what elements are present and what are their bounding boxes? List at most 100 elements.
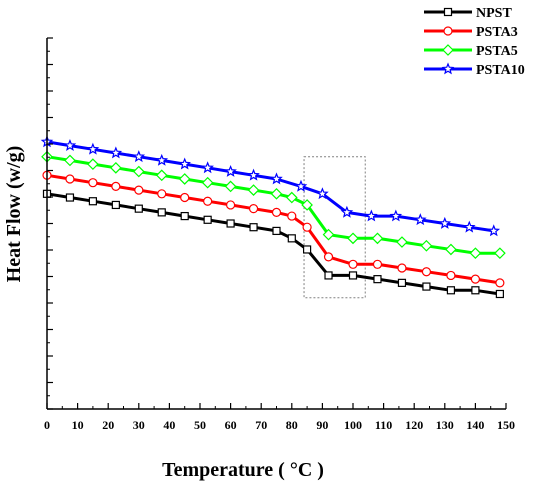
x-tick-label: 60 [225,418,237,432]
data-point [86,142,100,155]
x-tick-label: 130 [436,418,454,432]
x-tick-label: 120 [405,418,423,432]
data-point [348,271,358,280]
data-point [201,176,214,189]
data-point [87,158,99,170]
data-point [371,232,384,245]
data-point [248,204,259,214]
data-point [389,209,403,222]
data-point [111,181,121,191]
data-point [422,282,431,291]
data-point [63,138,77,151]
data-point [134,204,143,213]
legend-marker [441,62,455,75]
y-axis-title: Heat Flow (w/g) [3,146,25,283]
data-point [285,191,298,204]
data-point [65,193,75,202]
x-tick-label: 140 [466,418,484,432]
data-point [247,184,260,196]
legend-item: PSTA10 [424,62,525,78]
x-tick-label: 50 [194,418,206,432]
data-point [178,157,191,170]
legend-item: PSTA3 [424,25,518,40]
data-point [247,168,260,181]
data-point [494,247,506,260]
data-point [469,247,482,260]
data-point [470,274,480,284]
data-point [446,270,456,281]
data-point [340,205,354,218]
data-point [132,165,145,178]
x-tick-label: 70 [255,418,267,432]
legend-item: NPST [424,6,512,21]
data-point [270,187,283,200]
x-tick-label: 10 [72,418,84,432]
data-point [397,278,407,287]
legend-label: NPST [476,6,512,21]
data-point [109,146,123,159]
data-point [132,150,146,163]
data-point [487,224,501,237]
legend-marker [443,26,453,36]
legend-label: PSTA5 [476,44,518,59]
data-point [294,179,308,192]
data-point [287,211,297,221]
data-point [287,234,296,243]
data-point [155,153,169,166]
x-tick-label: 30 [133,418,145,432]
data-point [178,173,191,185]
data-point [270,172,283,185]
x-tick-label: 100 [344,418,362,432]
y-axis-ticks [47,37,53,410]
data-point [372,259,383,269]
x-tick-label: 0 [44,418,50,432]
plot-area [40,135,506,299]
legend-item: PSTA5 [424,44,518,59]
data-point [249,223,258,232]
x-tick-label: 90 [316,418,328,432]
x-tick-label: 110 [375,418,392,432]
data-point [420,239,433,252]
x-tick-label: 150 [497,418,515,432]
data-point [347,232,359,245]
data-point [348,259,358,269]
data-point [495,278,505,288]
data-point [88,197,98,206]
series-psta5 [41,150,506,260]
data-point [110,162,122,174]
series-psta10 [40,135,501,237]
data-point [271,207,282,217]
data-point [396,236,408,248]
x-axis-title: Temperature ( °C ) [162,459,324,481]
data-point [180,211,189,221]
legend: NPST PSTA3 PSTA5 PSTA10 [424,6,525,78]
data-point [111,200,120,210]
data-point [180,192,190,203]
legend-marker [442,44,454,56]
series-psta3 [42,170,505,288]
x-tick-label: 80 [286,418,298,432]
data-point [88,178,98,188]
data-point [445,243,457,256]
legend-marker [443,7,453,17]
data-point [303,245,312,254]
data-point [446,286,456,295]
data-point [471,286,480,295]
data-point [226,219,235,228]
data-point [324,271,333,280]
legend-label: PSTA3 [476,25,518,40]
data-point [65,174,75,184]
x-axis-ticks: 0 10 20 30 40 50 60 70 80 90 100 110 120 130 140 150 [44,403,515,432]
x-tick-label: 40 [163,418,175,432]
data-point [157,208,166,217]
axes: 0 10 20 30 40 50 60 70 80 90 100 110 120 130 140 150 [44,37,515,432]
data-point [462,220,476,233]
data-point [323,252,334,262]
data-point [414,213,427,226]
data-point [316,187,329,200]
data-point [157,189,167,199]
series-layer [40,135,506,299]
data-point [438,216,452,229]
data-point [373,275,382,284]
